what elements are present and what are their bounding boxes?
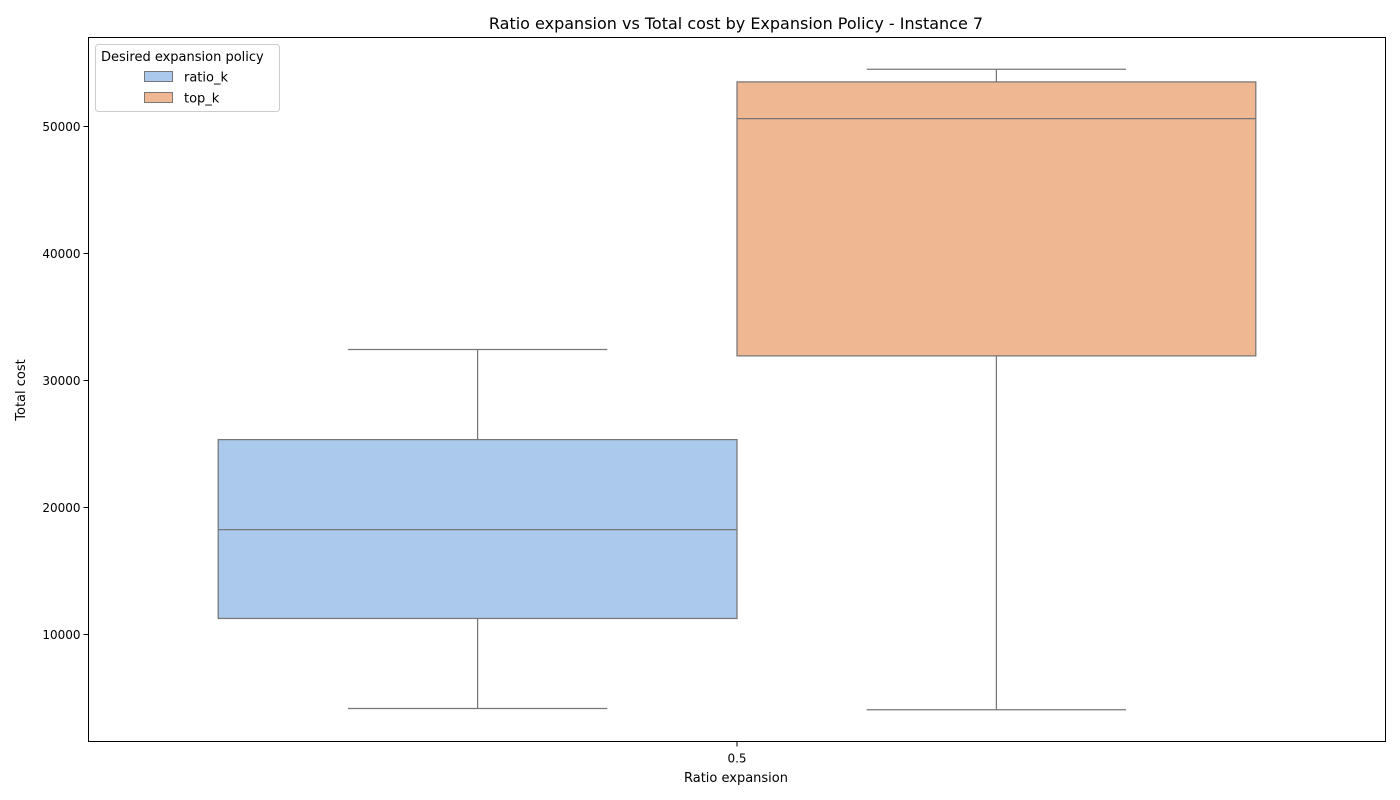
legend-label-top_k: top_k [184,92,220,107]
y-tick-label: 50000 [42,120,80,134]
boxes-group [217,68,1257,711]
x-tick-label: 0.5 [727,752,746,766]
box-ratio_k [217,348,738,710]
box-body [736,81,1257,357]
box-top_k [736,68,1257,711]
legend-frame [95,44,280,112]
x-axis-label: Ratio expansion [684,771,788,786]
y-axis: 10000 20000 30000 40000 50000 [42,120,89,642]
legend-title: Desired expansion policy [101,50,264,65]
y-tick-label: 20000 [42,501,80,515]
box-body [217,438,738,620]
legend: Desired expansion policy ratio_k top_k [95,44,280,112]
y-tick-label: 30000 [42,374,80,388]
legend-entries: ratio_k top_k [144,71,228,107]
y-tick-label: 40000 [42,247,80,261]
y-tick-label: 10000 [42,628,80,642]
legend-swatch-ratio_k [144,71,173,82]
x-axis: 0.5 [727,741,747,766]
legend-label-ratio_k: ratio_k [184,71,228,86]
chart-title: Ratio expansion vs Total cost by Expansi… [489,14,983,33]
y-axis-label: Total cost [14,359,29,421]
legend-swatch-top_k [144,92,173,103]
